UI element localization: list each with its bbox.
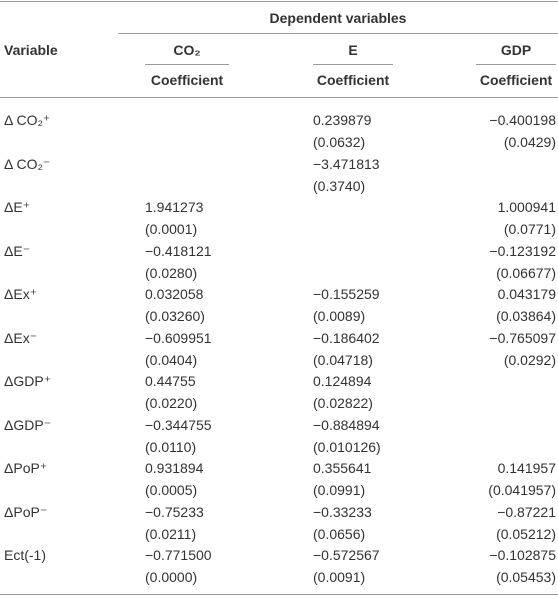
standard-error: (0.06677) — [496, 264, 556, 281]
standard-error: (0.3740) — [313, 177, 366, 194]
variable-label: ΔEx⁻ — [4, 329, 38, 346]
column-subheader: Coefficient — [479, 72, 553, 88]
column-rule — [145, 64, 229, 65]
standard-error: (0.0771) — [503, 221, 556, 237]
column-subheader: Coefficient — [316, 72, 390, 88]
standard-error: (0.0001) — [145, 221, 198, 237]
standard-error: (0.041957) — [488, 482, 556, 498]
standard-error: (0.04718) — [313, 351, 373, 368]
coefficient: 0.355641 — [313, 460, 372, 476]
top-rule — [0, 1, 558, 2]
coefficient: −0.609951 — [145, 329, 212, 346]
standard-error: (0.03260) — [145, 308, 205, 324]
variable-label: ΔE⁺ — [4, 199, 31, 215]
column-rule — [313, 64, 393, 65]
variable-label: ΔGDP⁺ — [4, 373, 52, 389]
coefficient: −0.572567 — [313, 547, 380, 563]
variable-label: Δ CO₂⁻ — [4, 155, 51, 172]
coefficient: 0.124894 — [313, 373, 372, 389]
variable-label: ΔGDP⁻ — [4, 416, 52, 433]
coefficient: −0.33233 — [313, 503, 372, 520]
group-rule — [118, 33, 558, 34]
coefficient: −0.765097 — [489, 329, 556, 346]
coefficient: 1.941273 — [145, 199, 204, 215]
standard-error: (0.0991) — [313, 482, 366, 498]
standard-error: (0.02822) — [313, 395, 373, 411]
coefficient: −0.771500 — [145, 547, 212, 563]
bottom-rule — [0, 594, 558, 595]
column-rule — [476, 64, 556, 65]
standard-error: (0.0404) — [145, 351, 198, 368]
coefficient: −0.418121 — [145, 242, 212, 259]
coefficient: −0.400198 — [489, 112, 556, 128]
standard-error: (0.0280) — [145, 264, 198, 281]
standard-error: (0.0089) — [313, 308, 366, 324]
coefficient: −0.102875 — [489, 547, 556, 563]
coefficient: −0.155259 — [313, 286, 380, 302]
variable-label: ΔPoP⁻ — [4, 503, 48, 520]
coefficient: −0.123192 — [489, 242, 556, 259]
column-header: E — [348, 42, 358, 58]
standard-error: (0.03864) — [496, 308, 556, 324]
coefficient: −3.471813 — [313, 155, 380, 172]
column-header: CO₂ — [173, 42, 201, 58]
coefficient: −0.75233 — [145, 503, 204, 520]
variable-label: Δ CO₂⁺ — [4, 112, 51, 128]
standard-error: (0.05453) — [496, 569, 556, 585]
coefficient: −0.87221 — [497, 503, 556, 520]
coefficient: −0.344755 — [145, 416, 212, 433]
coefficient: 1.000941 — [497, 199, 556, 215]
variable-label: Ect(-1) — [4, 547, 46, 563]
standard-error: (0.05212) — [496, 525, 556, 542]
group-header: Dependent variables — [269, 10, 407, 26]
coefficient: −0.186402 — [313, 329, 380, 346]
coefficient: 0.141957 — [497, 460, 556, 476]
standard-error: (0.0632) — [313, 134, 366, 150]
standard-error: (0.0220) — [145, 395, 198, 411]
standard-error: (0.0429) — [503, 134, 556, 150]
standard-error: (0.0292) — [503, 351, 556, 368]
standard-error: (0.0091) — [313, 569, 366, 585]
standard-error: (0.0211) — [145, 525, 197, 542]
coefficient: 0.44755 — [145, 373, 196, 389]
column-subheader: Coefficient — [150, 72, 224, 88]
variable-label: ΔE⁻ — [4, 242, 31, 259]
standard-error: (0.010126) — [313, 438, 381, 455]
standard-error: (0.0000) — [145, 569, 198, 585]
column-header: GDP — [500, 42, 532, 58]
standard-error: (0.0005) — [145, 482, 198, 498]
variable-label: ΔEx⁺ — [4, 286, 38, 302]
coefficient: 0.032058 — [145, 286, 204, 302]
variable-label: ΔPoP⁺ — [4, 460, 48, 476]
coefficient: 0.239879 — [313, 112, 372, 128]
coefficient: 0.931894 — [145, 460, 204, 476]
standard-error: (0.0656) — [313, 525, 366, 542]
standard-error: (0.0110) — [145, 438, 197, 455]
coefficient: −0.884894 — [313, 416, 380, 433]
variable-header: Variable — [4, 42, 58, 58]
coefficient: 0.043179 — [497, 286, 556, 302]
header-rule — [0, 97, 558, 98]
